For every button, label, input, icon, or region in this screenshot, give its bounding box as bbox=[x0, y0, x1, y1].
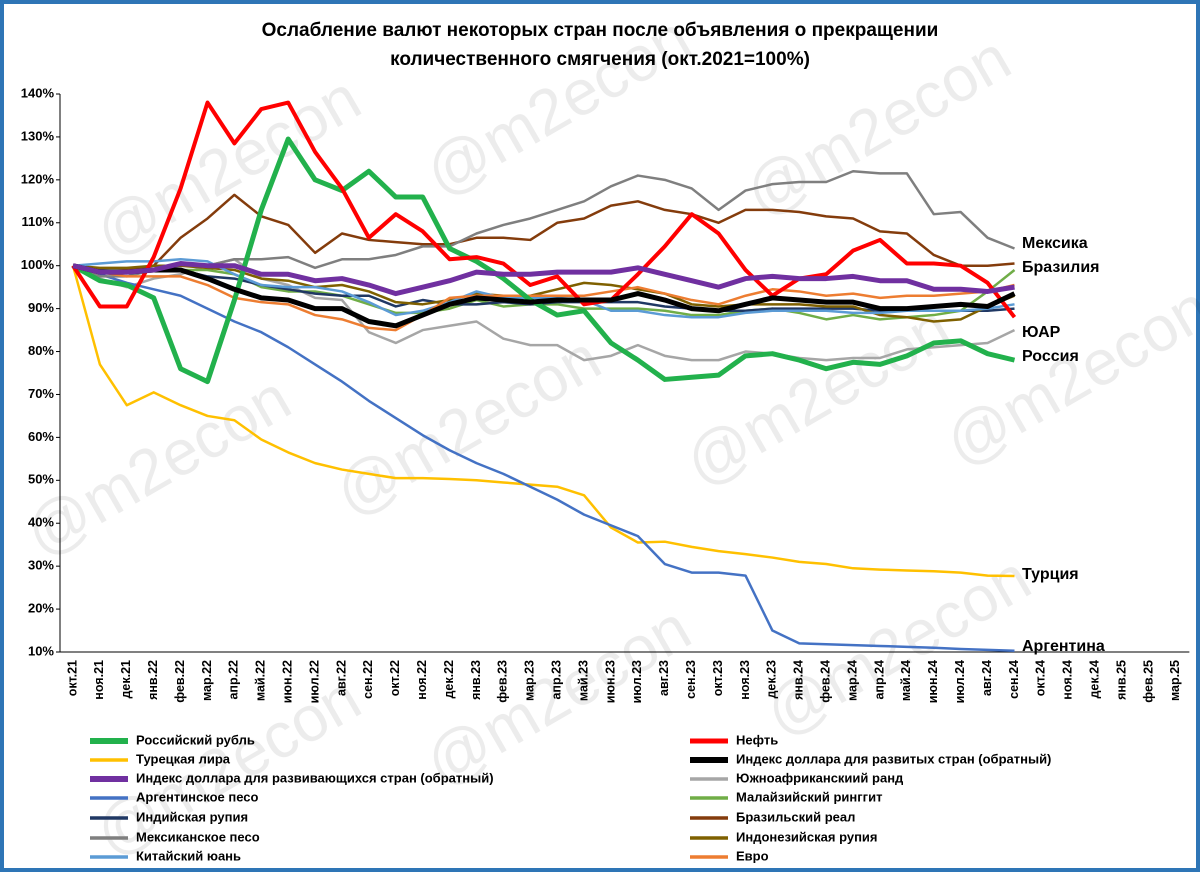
x-tick-label: сен.23 bbox=[684, 660, 698, 699]
series-line bbox=[72, 264, 1015, 332]
legend-label: Нефть bbox=[736, 732, 778, 747]
plot: 10% 20% 30% 40% 50% 60% 70% 80% 90% 100% 110% 120% 1… bbox=[21, 85, 1190, 703]
x-tick-label: мар.25 bbox=[1168, 660, 1182, 701]
legend-label: Индекс доллара для развитых стран (обрат… bbox=[736, 751, 1051, 766]
x-tick-label: янв.22 bbox=[146, 660, 160, 700]
legend-label: Южноафриканскиий ранд bbox=[736, 770, 904, 785]
x-tick-label: май.22 bbox=[254, 660, 268, 701]
x-tick-label: май.24 bbox=[899, 660, 913, 701]
x-tick-label: сен.24 bbox=[1007, 660, 1021, 699]
series-line bbox=[72, 193, 1015, 274]
x-tick-label: фев.22 bbox=[173, 660, 187, 703]
series-line bbox=[71, 136, 1016, 385]
legend-label: Китайский юань bbox=[136, 848, 241, 863]
legend-label: Индонезийская рупия bbox=[736, 829, 878, 844]
annotation: Аргентина bbox=[1022, 638, 1105, 655]
y-tick-label: 100% bbox=[21, 257, 55, 272]
x-tick-label: янв.25 bbox=[1114, 660, 1128, 700]
series-line bbox=[72, 263, 1016, 329]
series-line bbox=[72, 170, 1015, 278]
annotation: Бразилия bbox=[1022, 259, 1100, 276]
series-line bbox=[71, 100, 1017, 319]
x-tick-label: ноя.24 bbox=[1061, 660, 1075, 700]
x-tick-label: дек.22 bbox=[442, 660, 456, 699]
x-tick-label: ноя.22 bbox=[415, 660, 429, 700]
x-tick-label: мар.24 bbox=[845, 660, 859, 701]
x-tick-label: фев.25 bbox=[1141, 660, 1155, 703]
annotation: ЮАР bbox=[1022, 324, 1061, 341]
x-tick-label: ноя.21 bbox=[92, 660, 106, 700]
legend-label: Турецкая лира bbox=[136, 751, 231, 766]
legend-label: Индийская рупия bbox=[136, 809, 248, 824]
x-tick-label: окт.22 bbox=[388, 660, 402, 696]
y-tick-label: 50% bbox=[28, 472, 54, 487]
x-tick-label: июл.24 bbox=[953, 660, 967, 703]
x-tick-label: янв.23 bbox=[469, 660, 483, 700]
y-tick-label: 80% bbox=[28, 343, 54, 358]
legend-label: Российский рубль bbox=[136, 732, 255, 747]
y-tick-label: 40% bbox=[28, 515, 54, 530]
chart-title: Ослабление валют некоторых стран после о… bbox=[262, 20, 939, 41]
legend-label: Индекс доллара для развивающихся стран (… bbox=[136, 770, 494, 785]
y-tick-label: 60% bbox=[28, 429, 54, 444]
x-tick-label: апр.24 bbox=[872, 660, 886, 700]
series-line bbox=[71, 265, 1015, 578]
series-line bbox=[72, 258, 1015, 319]
x-tick-label: дек.24 bbox=[1087, 660, 1101, 699]
y-tick-label: 10% bbox=[28, 643, 54, 658]
x-tick-label: окт.24 bbox=[1034, 660, 1048, 696]
legend-label: Евро bbox=[736, 848, 769, 863]
series-line bbox=[72, 264, 1015, 323]
chart-title: количественного смягчения (окт.2021=100%… bbox=[390, 49, 810, 70]
x-tick-label: апр.22 bbox=[227, 660, 241, 700]
x-tick-label: мар.22 bbox=[200, 660, 214, 701]
x-tick-label: мар.23 bbox=[523, 660, 537, 701]
series-line bbox=[72, 261, 1015, 297]
x-tick-label: июн.24 bbox=[926, 660, 940, 703]
y-tick-label: 20% bbox=[28, 601, 54, 616]
legend-label: Мексиканское песо bbox=[136, 829, 260, 844]
x-tick-label: июл.23 bbox=[630, 660, 644, 703]
y-tick-label: 120% bbox=[21, 171, 55, 186]
annotation: Россия bbox=[1022, 348, 1079, 365]
x-tick-label: окт.21 bbox=[65, 660, 79, 696]
x-tick-label: апр.23 bbox=[549, 660, 563, 700]
x-tick-label: ноя.23 bbox=[738, 660, 752, 700]
x-tick-label: фев.23 bbox=[496, 660, 510, 703]
legend-label: Аргентинское песо bbox=[136, 789, 259, 804]
x-tick-label: окт.23 bbox=[711, 660, 725, 696]
x-tick-label: янв.24 bbox=[792, 660, 806, 700]
y-tick-label: 90% bbox=[28, 300, 54, 315]
x-tick-label: авг.23 bbox=[657, 660, 671, 696]
legend-label: Бразильский реал bbox=[736, 809, 855, 824]
y-tick-label: 30% bbox=[28, 558, 54, 573]
annotation: Мексика bbox=[1022, 235, 1088, 252]
x-tick-label: фев.24 bbox=[818, 660, 832, 703]
legend-label: Малайзийский ринггит bbox=[736, 789, 882, 804]
x-tick-label: июл.22 bbox=[307, 660, 321, 703]
x-tick-label: дек.21 bbox=[119, 660, 133, 699]
x-tick-label: май.23 bbox=[576, 660, 590, 701]
y-tick-label: 110% bbox=[21, 214, 54, 229]
x-tick-label: сен.22 bbox=[361, 660, 375, 699]
annotation: Турция bbox=[1022, 566, 1079, 583]
x-tick-label: июн.22 bbox=[280, 660, 294, 703]
x-tick-label: июн.23 bbox=[603, 660, 617, 703]
y-tick-label: 140% bbox=[21, 85, 55, 100]
y-tick-label: 70% bbox=[28, 386, 54, 401]
y-tick-label: 130% bbox=[21, 128, 55, 143]
x-tick-label: авг.24 bbox=[980, 660, 994, 696]
x-tick-label: авг.22 bbox=[334, 660, 348, 696]
x-tick-label: дек.23 bbox=[765, 660, 779, 699]
